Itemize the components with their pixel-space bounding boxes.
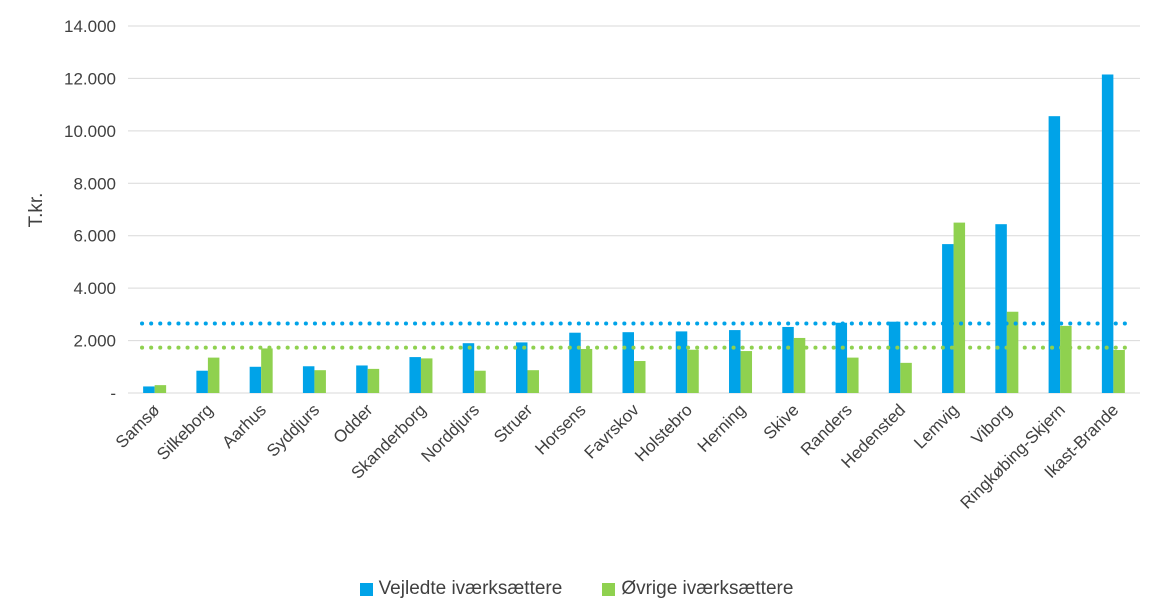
bar-series-0 — [729, 330, 741, 393]
bar-series-0 — [249, 366, 262, 393]
bar-series-0 — [356, 365, 368, 393]
bar-series-1 — [687, 349, 699, 393]
bar-series-1 — [474, 370, 486, 393]
bar-series-0 — [782, 326, 794, 393]
y-tick-label: 14.000 — [64, 17, 116, 36]
bar-series-0 — [622, 332, 634, 393]
x-tick-label: Norddjurs — [417, 400, 483, 466]
y-tick-label: 6.000 — [73, 227, 116, 246]
bar-series-0 — [675, 331, 688, 393]
y-tick-label: 10.000 — [64, 122, 116, 141]
x-tick-label: Viborg — [968, 400, 1016, 448]
y-tick-label: 8.000 — [73, 174, 116, 193]
legend-item-series-0: Vejledte iværksættere — [359, 578, 563, 600]
bar-series-1 — [420, 358, 433, 393]
bar-series-0 — [835, 322, 848, 393]
legend-swatch-series-1 — [602, 582, 616, 596]
y-tick-label: 2.000 — [73, 332, 116, 351]
bar-series-1 — [314, 370, 326, 393]
legend-swatch-series-0 — [359, 582, 373, 596]
bar-series-0 — [196, 370, 208, 393]
y-tick-label: - — [110, 384, 116, 403]
bar-series-1 — [261, 348, 273, 393]
x-tick-label: Holstebro — [631, 400, 696, 465]
x-tick-label: Lemvig — [910, 400, 962, 452]
bar-series-1 — [634, 361, 646, 393]
bar-series-1 — [740, 351, 753, 393]
y-axis-ticks: - 2.000 4.000 6.000 8.000 10.000 12.000 14.000 — [64, 17, 116, 403]
x-tick-label: Odder — [330, 400, 377, 447]
bar-series-0 — [1048, 116, 1061, 394]
bar-series-1 — [1006, 311, 1019, 393]
x-tick-label: Struer — [490, 400, 536, 446]
x-tick-label: Samsø — [112, 400, 164, 452]
x-tick-label: Herning — [694, 400, 750, 456]
bar-series-1 — [527, 370, 539, 393]
x-tick-label: Aarhus — [218, 400, 270, 452]
bar-series-1 — [953, 222, 966, 393]
y-tick-label: 12.000 — [64, 69, 116, 88]
bar-series-0 — [942, 244, 954, 393]
x-tick-label: Syddjurs — [263, 400, 323, 460]
reference-lines — [140, 321, 1130, 350]
bar-series-1 — [1113, 350, 1125, 393]
x-tick-label: Skive — [760, 400, 803, 443]
legend-label-series-0: Vejledte iværksættere — [378, 578, 563, 599]
bar-series-1 — [367, 368, 380, 393]
bar-series-0 — [569, 332, 581, 393]
bar-series-1 — [900, 362, 912, 393]
bar-series-1 — [793, 337, 806, 393]
y-tick-label: 4.000 — [73, 279, 116, 298]
bar-series-1 — [580, 348, 593, 393]
y-axis-label: T.kr. — [26, 193, 47, 228]
bar-series-0 — [409, 357, 421, 393]
bar-series-0 — [1101, 74, 1114, 393]
bar-series-0 — [462, 343, 475, 393]
gridlines — [128, 25, 1140, 394]
bar-series-0 — [995, 224, 1007, 393]
bar-series-0 — [888, 321, 901, 393]
legend-item-series-1: Øvrige iværksættere — [602, 578, 793, 600]
bar-series-0 — [515, 342, 528, 393]
legend: Vejledte iværksættere Øvrige iværksætter… — [0, 578, 1153, 600]
bar-series-1 — [847, 357, 859, 393]
bar-series-1 — [154, 385, 167, 393]
bar-series-1 — [1060, 325, 1072, 393]
bar-series-0 — [302, 366, 315, 393]
bars — [143, 74, 1125, 394]
legend-label-series-1: Øvrige iværksættere — [621, 578, 794, 599]
bar-series-1 — [207, 357, 220, 393]
x-tick-label: Silkeborg — [153, 400, 217, 464]
bar-series-0 — [143, 386, 155, 393]
